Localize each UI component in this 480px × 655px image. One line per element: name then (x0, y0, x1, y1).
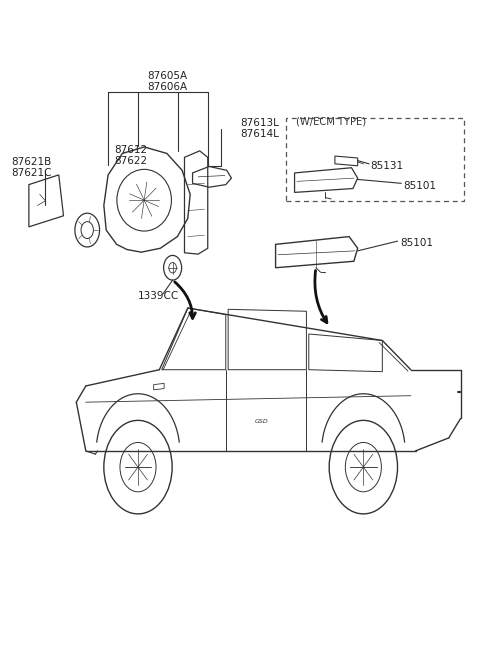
Text: 85101: 85101 (404, 181, 437, 191)
Text: GSD: GSD (254, 419, 268, 424)
Text: 85131: 85131 (371, 161, 404, 172)
Text: (W/ECM TYPE): (W/ECM TYPE) (296, 116, 366, 126)
Text: 87605A
87606A: 87605A 87606A (147, 71, 188, 92)
Text: 1339CC: 1339CC (138, 291, 179, 301)
Text: 87613L
87614L: 87613L 87614L (240, 117, 279, 139)
Text: 87621B
87621C: 87621B 87621C (12, 157, 52, 178)
Text: 85101: 85101 (400, 238, 433, 248)
Text: 87612
87622: 87612 87622 (114, 145, 147, 166)
